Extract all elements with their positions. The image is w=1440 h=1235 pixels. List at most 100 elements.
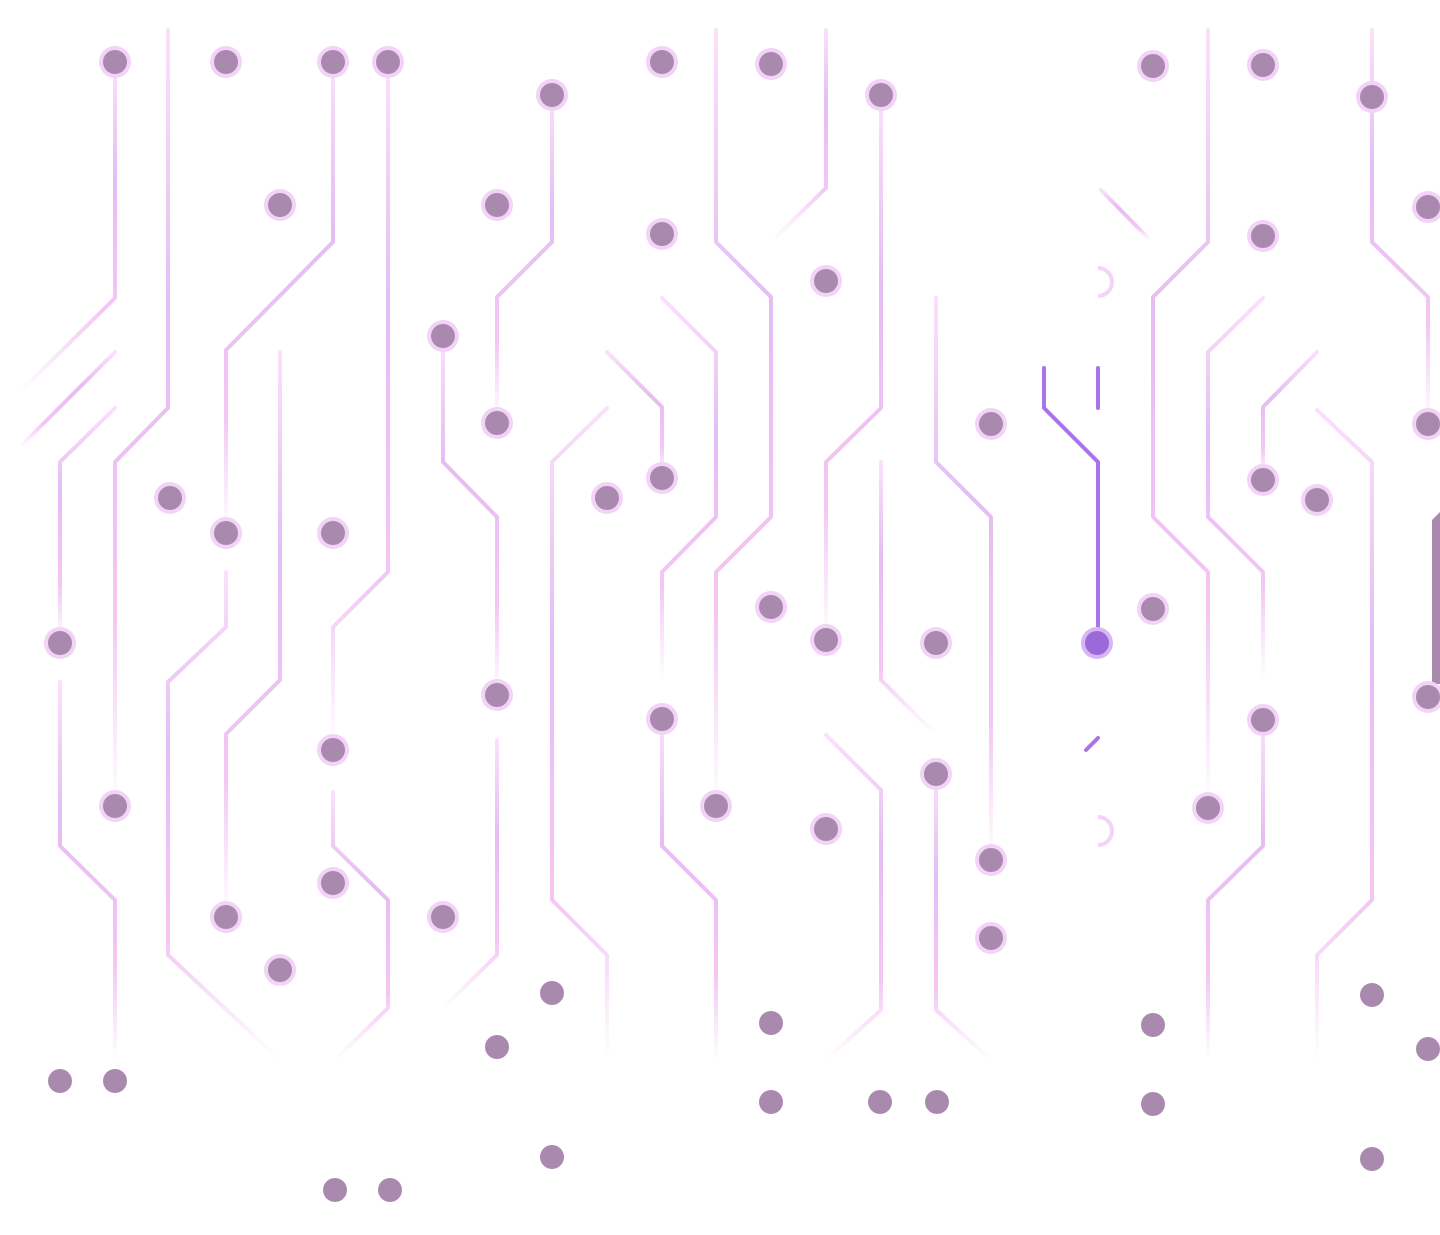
- circuit-trace: [58, 406, 117, 645]
- circuit-trace: [1206, 296, 1265, 682]
- circuit-node: [591, 482, 623, 514]
- circuit-node: [372, 46, 404, 78]
- circuit-node: [485, 1035, 509, 1059]
- circuit-node-dot: [814, 628, 838, 652]
- circuit-node-dot: [1360, 85, 1384, 109]
- circuit-trace: [660, 296, 718, 682]
- circuit-node-dot: [485, 683, 509, 707]
- circuit-node: [1416, 1037, 1440, 1061]
- circuit-node-dot: [48, 631, 72, 655]
- circuit-trace: [1315, 408, 1374, 1062]
- circuit-node: [1247, 464, 1279, 496]
- circuit-node-dot: [759, 1011, 783, 1035]
- circuit-node-dot: [158, 486, 182, 510]
- circuit-node-dot: [924, 631, 948, 655]
- circuit-node: [48, 1069, 72, 1093]
- circuit-node-dot: [540, 1145, 564, 1169]
- circuit-node: [317, 46, 349, 78]
- circuit-node-dot: [214, 521, 238, 545]
- circuit-node: [759, 1011, 783, 1035]
- circuit-node-dot: [1251, 708, 1275, 732]
- circuit-node-partial: [1097, 815, 1114, 847]
- circuit-nodes: [44, 46, 1440, 1202]
- circuit-node: [1356, 81, 1388, 113]
- circuit-node-dot: [48, 1069, 72, 1093]
- circuit-node: [103, 1069, 127, 1093]
- circuit-node: [264, 189, 296, 221]
- circuit-node: [810, 265, 842, 297]
- circuit-trace: [331, 790, 390, 1062]
- circuit-node: [810, 813, 842, 845]
- circuit-node: [700, 790, 732, 822]
- circuit-node-dot: [979, 848, 1003, 872]
- circuit-node: [925, 1090, 949, 1114]
- circuit-node-dot: [321, 50, 345, 74]
- circuit-node-dot: [759, 595, 783, 619]
- circuit-node-dot: [979, 412, 1003, 436]
- circuit-node-dot: [268, 193, 292, 217]
- circuit-node: [646, 703, 678, 735]
- circuit-trace: [824, 93, 883, 642]
- circuit-node-dot: [650, 50, 674, 74]
- circuit-node: [210, 901, 242, 933]
- circuit-node: [264, 954, 296, 986]
- circuit-node: [1137, 593, 1169, 625]
- circuit-node-dot: [431, 324, 455, 348]
- circuit-node: [540, 981, 564, 1005]
- circuit-node: [154, 482, 186, 514]
- circuit-node-partial: [1097, 266, 1114, 298]
- circuit-node: [755, 48, 787, 80]
- circuit-node: [427, 901, 459, 933]
- circuit-node: [975, 408, 1007, 440]
- circuit-node: [481, 189, 513, 221]
- circuit-node-dot: [268, 958, 292, 982]
- circuit-node: [920, 627, 952, 659]
- circuit-trace: [824, 733, 883, 1062]
- active-circuit-trace: [1084, 736, 1100, 752]
- circuit-node-dot: [103, 1069, 127, 1093]
- circuit-node-dot: [759, 52, 783, 76]
- circuit-node: [540, 1145, 564, 1169]
- circuit-node: [975, 922, 1007, 954]
- circuit-node-dot: [321, 871, 345, 895]
- circuit-node: [1141, 1013, 1165, 1037]
- circuit-trace: [224, 350, 282, 919]
- circuit-node-dot: [868, 1090, 892, 1114]
- circuit-node-dot: [376, 50, 400, 74]
- circuit-node: [759, 1090, 783, 1114]
- circuit-node-dot: [1416, 195, 1440, 219]
- circuit-trace: [771, 28, 828, 242]
- circuit-node-dot: [431, 905, 455, 929]
- circuit-node-dot: [1360, 983, 1384, 1007]
- circuit-trace: [18, 350, 117, 449]
- circuit-node: [1412, 681, 1440, 713]
- circuit-trace: [1261, 350, 1319, 482]
- circuit-node-dot: [814, 817, 838, 841]
- circuit-node: [317, 734, 349, 766]
- circuit-node: [646, 218, 678, 250]
- circuit-node: [378, 1178, 402, 1202]
- circuit-trace: [934, 296, 993, 862]
- circuit-node-dot: [103, 50, 127, 74]
- circuit-trace: [18, 60, 117, 394]
- circuit-node-dot: [321, 738, 345, 762]
- circuit-node-dot: [650, 466, 674, 490]
- circuit-node-dot: [214, 905, 238, 929]
- circuit-node: [323, 1178, 347, 1202]
- circuit-node-dot: [485, 193, 509, 217]
- circuit-node-dot: [214, 50, 238, 74]
- circuit-node: [1081, 627, 1113, 659]
- circuit-node: [536, 79, 568, 111]
- circuit-node: [975, 844, 1007, 876]
- circuit-node-dot: [1141, 1092, 1165, 1116]
- circuit-node-dot: [814, 269, 838, 293]
- circuit-node-dot: [1196, 796, 1220, 820]
- circuit-node: [210, 46, 242, 78]
- circuit-node: [481, 407, 513, 439]
- active-circuit-trace: [1042, 366, 1100, 645]
- circuit-trace: [58, 680, 117, 1062]
- circuit-trace: [605, 350, 664, 480]
- circuit-node: [1141, 1092, 1165, 1116]
- circuit-node-dot: [924, 762, 948, 786]
- circuit-node: [427, 320, 459, 352]
